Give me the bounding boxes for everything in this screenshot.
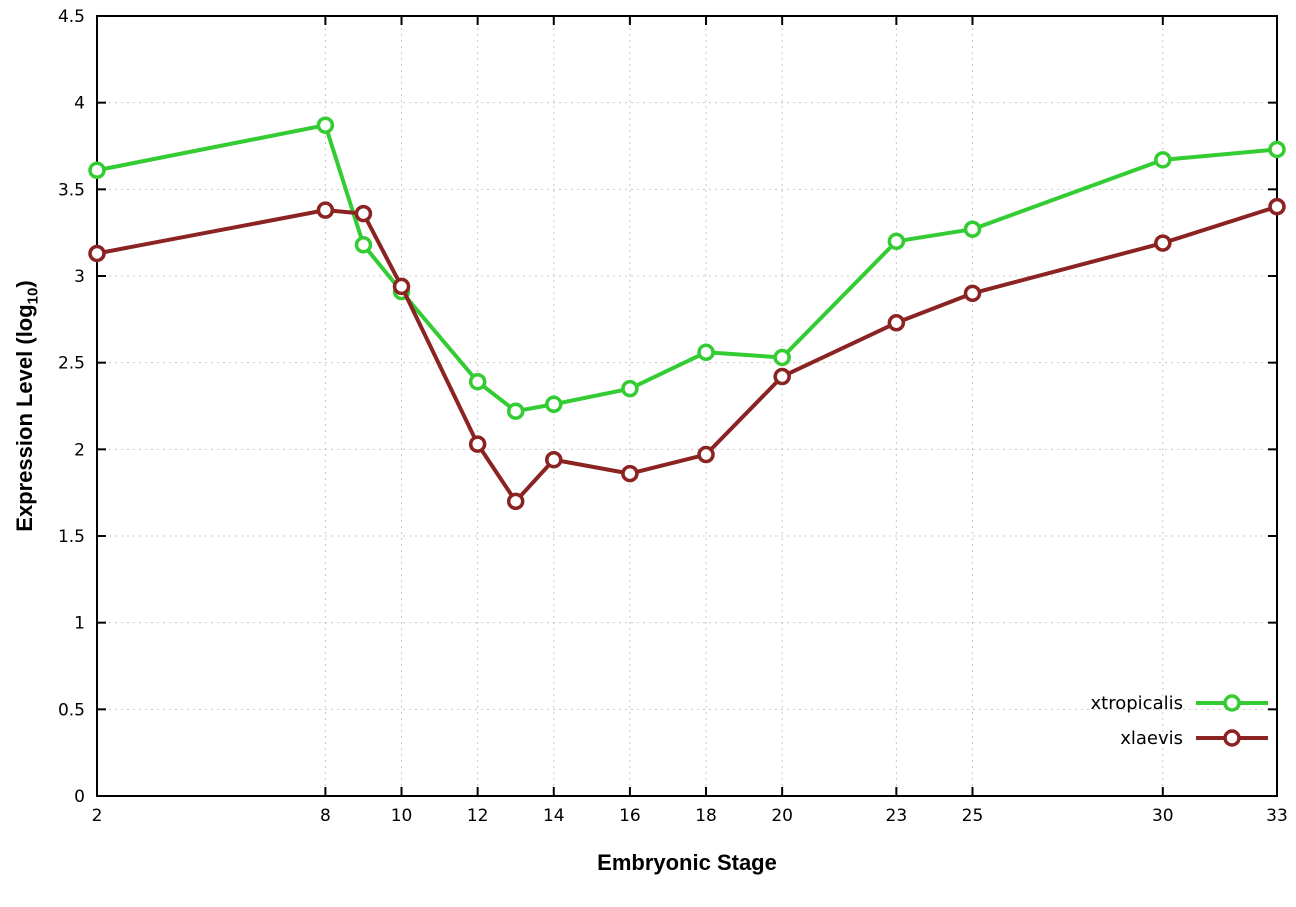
- data-point-marker: [354, 236, 373, 254]
- data-point-marker: [316, 201, 335, 219]
- data-point-marker: [887, 314, 906, 332]
- data-point-marker: [316, 116, 335, 134]
- gridlines: [96, 15, 1278, 797]
- y-tick-label: 4.5: [58, 7, 85, 27]
- data-point-marker: [468, 435, 487, 453]
- data-point-marker: [1268, 197, 1286, 216]
- x-tick-label: 30: [1152, 806, 1174, 826]
- data-point-marker: [963, 220, 982, 238]
- data-point-marker: [468, 372, 487, 391]
- x-tick-label: 16: [619, 806, 641, 826]
- legend-marker-sample: [1223, 694, 1241, 712]
- data-point-marker: [88, 244, 106, 263]
- x-tick-label: 23: [886, 806, 908, 826]
- y-tick-label: 0: [74, 787, 85, 807]
- legend-label: xlaevis: [1120, 728, 1183, 749]
- legend-entry-xtropicalis: xtropicalis: [1091, 693, 1268, 714]
- y-axis-label-subscript: 10: [24, 287, 42, 305]
- series-xtropicalis: [88, 116, 1286, 420]
- y-tick-label: 3.5: [58, 180, 85, 200]
- data-point-marker: [887, 232, 906, 251]
- y-tick-label: 3: [74, 267, 85, 287]
- x-tick-label: 18: [695, 806, 717, 826]
- data-point-marker: [1154, 151, 1172, 169]
- y-tick-label: 1: [74, 614, 85, 634]
- data-point-marker: [88, 161, 106, 180]
- data-point-marker: [392, 277, 411, 296]
- x-tick-labels: 2 8 10 12 14 16 18 20 23 25 30 33: [92, 806, 1288, 826]
- legend: xtropicalis xlaevis: [1091, 693, 1268, 749]
- data-point-marker: [1268, 140, 1286, 159]
- legend-marker-sample: [1223, 729, 1241, 747]
- data-point-marker: [697, 343, 715, 362]
- y-tick-label: 2: [74, 440, 85, 460]
- y-axis-label-text: Expression Level (log: [12, 304, 37, 532]
- y-axis-label-close: ): [12, 280, 37, 288]
- x-tick-label: 2: [92, 806, 103, 826]
- data-point-marker: [621, 464, 639, 483]
- data-point-marker: [773, 367, 791, 386]
- data-point-marker: [773, 348, 791, 367]
- y-axis-label: Expression Level (log10): [12, 106, 42, 706]
- y-tick-label: 1.5: [58, 527, 85, 547]
- data-point-marker: [963, 284, 982, 303]
- x-axis-label: Embryonic Stage: [597, 850, 777, 875]
- data-point-marker: [506, 402, 525, 420]
- x-tick-label: 25: [962, 806, 984, 826]
- data-point-marker: [354, 204, 373, 223]
- x-tick-label: 14: [543, 806, 565, 826]
- y-tick-labels: 0 0.5 1 1.5 2 2.5 3 3.5 4 4.5: [58, 7, 85, 807]
- data-point-marker: [697, 445, 715, 464]
- y-tick-label: 2.5: [58, 354, 85, 374]
- x-tick-label: 10: [391, 806, 413, 826]
- series-line: [95, 123, 1279, 414]
- x-tick-label: 33: [1266, 806, 1288, 826]
- data-point-marker: [621, 379, 639, 398]
- data-point-marker: [506, 492, 525, 511]
- legend-label: xtropicalis: [1091, 693, 1183, 714]
- axis-ticks: [96, 15, 1278, 797]
- series-xlaevis: [88, 197, 1286, 511]
- series-line: [95, 204, 1279, 504]
- legend-entry-xlaevis: xlaevis: [1120, 728, 1268, 749]
- y-tick-label: 0.5: [58, 700, 85, 720]
- data-point-marker: [1154, 234, 1172, 252]
- x-tick-label: 20: [771, 806, 793, 826]
- x-tick-label: 8: [320, 806, 331, 826]
- x-tick-label: 12: [467, 806, 489, 826]
- plot-border: [96, 15, 1278, 797]
- y-tick-label: 4: [74, 94, 85, 114]
- data-point-marker: [545, 450, 563, 469]
- data-point-marker: [545, 395, 563, 414]
